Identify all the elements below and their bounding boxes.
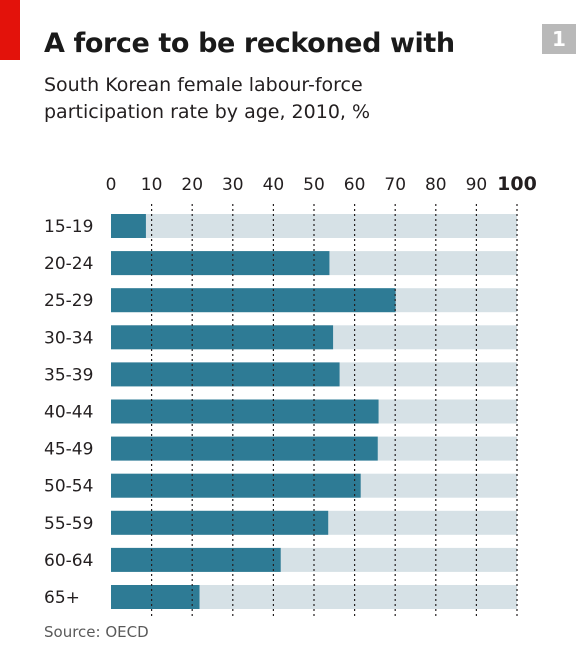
x-tick-label: 0 bbox=[106, 175, 117, 195]
category-label: 50-54 bbox=[44, 477, 93, 497]
category-label: 45-49 bbox=[44, 440, 93, 460]
category-label: 30-34 bbox=[44, 328, 93, 348]
x-tick-label: 30 bbox=[222, 175, 244, 195]
bar-65+ bbox=[111, 585, 200, 609]
chart-number-badge: 1 bbox=[542, 24, 576, 54]
source-note: Source: OECD bbox=[44, 623, 149, 641]
x-tick-label: 80 bbox=[425, 175, 447, 195]
bar-15-19 bbox=[111, 214, 146, 238]
category-label: 20-24 bbox=[44, 254, 93, 274]
x-tick-label: 70 bbox=[384, 175, 406, 195]
bar-30-34 bbox=[111, 325, 334, 350]
bar-chart: 0 10 20 30 40 50 60 70 80 90 100 15-19 20-24 25-29 30-… bbox=[44, 173, 537, 617]
bar-55-59 bbox=[111, 510, 329, 535]
category-label: 65+ bbox=[44, 588, 80, 608]
bar-20-24 bbox=[111, 251, 330, 276]
bar-60-64 bbox=[111, 547, 281, 572]
category-label: 40-44 bbox=[44, 403, 93, 423]
bar-40-44 bbox=[111, 399, 379, 424]
x-tick-label: 60 bbox=[344, 175, 366, 195]
x-tick-label: 10 bbox=[141, 175, 163, 195]
category-label: 55-59 bbox=[44, 514, 93, 534]
chart-title: A force to be reckoned with bbox=[44, 28, 455, 59]
category-label: 15-19 bbox=[44, 217, 93, 237]
chart-subtitle: South Korean female labour-force partici… bbox=[44, 74, 371, 123]
bar-25-29 bbox=[111, 288, 396, 313]
category-label: 25-29 bbox=[44, 291, 93, 311]
bar-35-39 bbox=[111, 362, 340, 387]
x-tick-label: 50 bbox=[303, 175, 325, 195]
bar-45-49 bbox=[111, 436, 378, 461]
x-tick-label: 90 bbox=[466, 175, 488, 195]
x-tick-label: 20 bbox=[181, 175, 203, 195]
x-tick-label: 100 bbox=[497, 173, 537, 195]
category-label: 60-64 bbox=[44, 551, 93, 571]
category-label: 35-39 bbox=[44, 365, 93, 385]
bar-50-54 bbox=[111, 473, 361, 498]
x-tick-label: 40 bbox=[263, 175, 285, 195]
brand-red-flag bbox=[0, 0, 20, 60]
